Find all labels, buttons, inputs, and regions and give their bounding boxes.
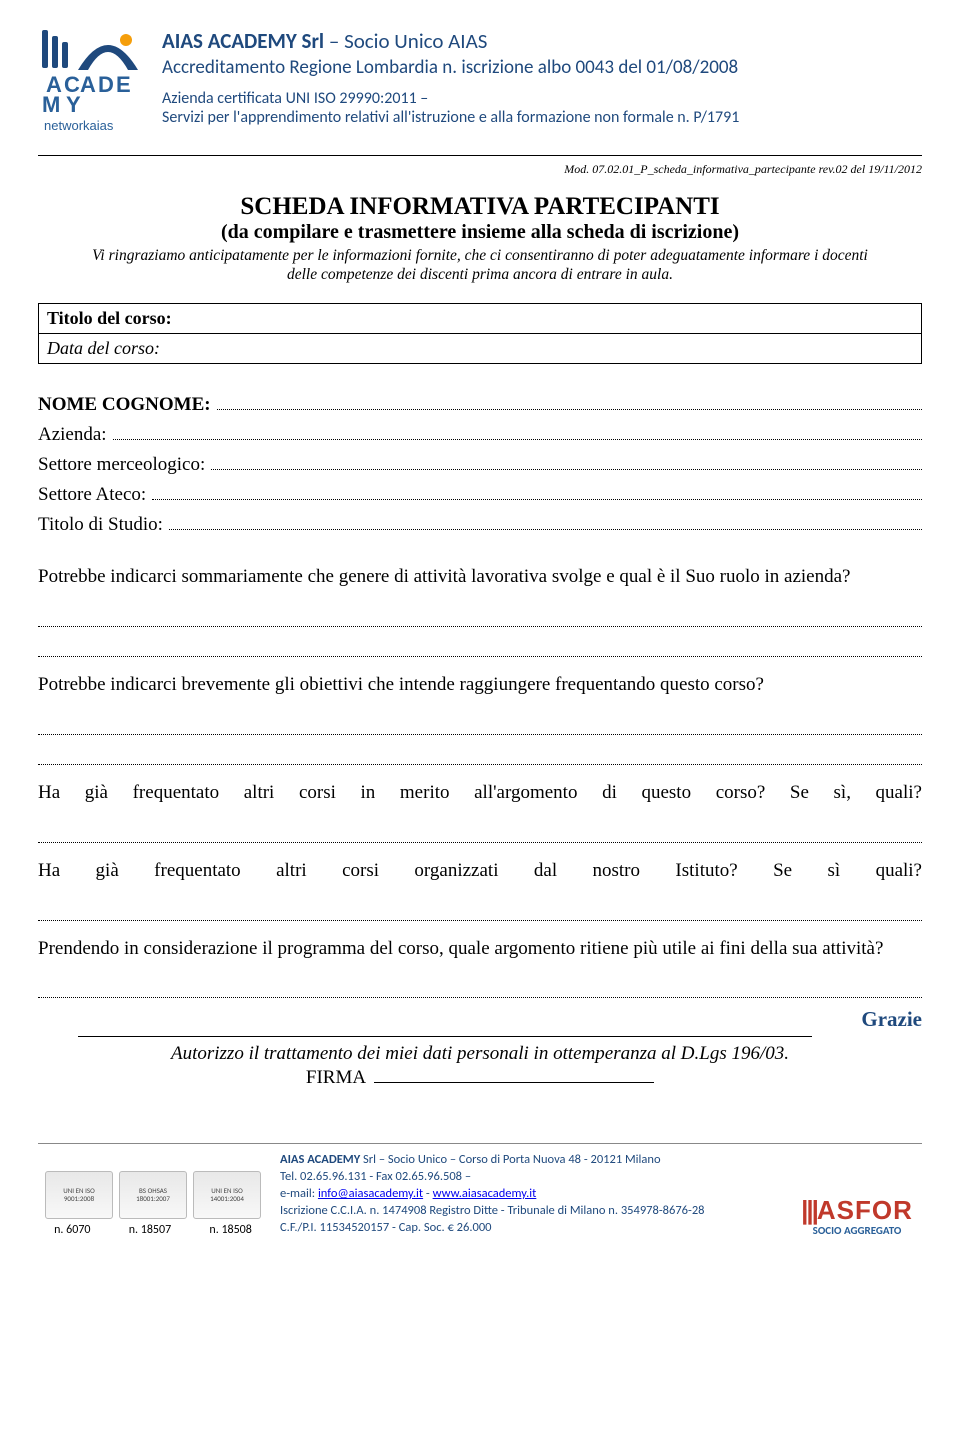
company-input-line[interactable] xyxy=(113,424,922,440)
cert-badge-iso9001: UNI EN ISO 9001:2008 xyxy=(45,1171,113,1219)
course-info-box: Titolo del corso: Data del corso: xyxy=(38,303,922,364)
svg-text:Y: Y xyxy=(66,92,81,117)
sector-ateco-label: Settore Ateco: xyxy=(38,484,146,506)
intro-text: Vi ringraziamo anticipatamente per le in… xyxy=(90,246,870,285)
accreditation-line: Accreditamento Regione Lombardia n. iscr… xyxy=(162,56,922,79)
participant-fields: NOME COGNOME: Azienda: Settore merceolog… xyxy=(38,394,922,537)
page-title: SCHEDA INFORMATIVA PARTECIPANTI xyxy=(38,193,922,221)
footer: UNI EN ISO 9001:2008 BS OHSAS 18001:2007… xyxy=(38,1143,922,1236)
name-input-line[interactable] xyxy=(217,394,922,410)
svg-text:networkaias: networkaias xyxy=(44,118,114,133)
cert-badge-ohsas: BS OHSAS 18001:2007 xyxy=(119,1171,187,1219)
course-title-row: Titolo del corso: xyxy=(38,303,922,334)
answer-line[interactable] xyxy=(38,636,922,657)
page-subtitle: (da compilare e trasmettere insieme alla… xyxy=(38,221,922,244)
consent-text: Autorizzo il trattamento dei miei dati p… xyxy=(38,1043,922,1065)
name-label: NOME COGNOME: xyxy=(38,394,211,416)
asfor-logo: |||ASFOR SOCIO AGGREGATO xyxy=(792,1195,922,1237)
org-title: AIAS ACADEMY Srl – Socio Unico AIAS xyxy=(162,28,922,54)
question-1: Potrebbe indicarci sommariamente che gen… xyxy=(38,558,922,597)
sector-merc-input-line[interactable] xyxy=(211,454,922,470)
question-3: Ha già frequentato altri corsi in merito… xyxy=(38,774,922,813)
logo: A C A D E M Y networkaias xyxy=(38,26,148,151)
answer-line[interactable] xyxy=(38,714,922,735)
course-date-row: Data del corso: xyxy=(38,334,922,364)
cert-badge-iso14001: UNI EN ISO 14001:2004 xyxy=(193,1171,261,1219)
answer-line[interactable] xyxy=(38,744,922,765)
cert-num-3: n. 18508 xyxy=(209,1223,251,1237)
cert-num-2: n. 18507 xyxy=(129,1223,171,1237)
org-name: AIAS ACADEMY Srl xyxy=(162,28,324,54)
answer-line[interactable] xyxy=(38,900,922,921)
footer-web-link[interactable]: www.aiasacademy.it xyxy=(433,1186,537,1201)
questions-block: Potrebbe indicarci sommariamente che gen… xyxy=(38,558,922,998)
svg-text:M: M xyxy=(42,92,60,117)
signature-label: FIRMA xyxy=(306,1067,366,1088)
svg-text:D: D xyxy=(98,72,114,97)
education-input-line[interactable] xyxy=(169,514,922,530)
question-4: Ha già frequentato altri corsi organizza… xyxy=(38,852,922,891)
question-2: Potrebbe indicarci brevemente gli obiett… xyxy=(38,666,922,705)
cert-line-1: Azienda certificata UNI ISO 29990:2011 – xyxy=(162,89,922,108)
footer-address: AIAS ACADEMY Srl – Socio Unico – Corso d… xyxy=(280,1152,780,1236)
cert-line-2: Servizi per l'apprendimento relativi all… xyxy=(162,108,922,127)
education-label: Titolo di Studio: xyxy=(38,514,163,536)
signature-row: FIRMA xyxy=(38,1067,922,1089)
svg-text:E: E xyxy=(116,72,131,97)
svg-text:A: A xyxy=(80,72,96,97)
answer-line[interactable] xyxy=(38,977,922,998)
question-5: Prendendo in considerazione il programma… xyxy=(38,930,922,969)
thanks-label: Grazie xyxy=(38,1007,922,1032)
cert-badges: UNI EN ISO 9001:2008 BS OHSAS 18001:2007… xyxy=(38,1171,268,1237)
answer-line[interactable] xyxy=(38,606,922,627)
header-rule xyxy=(38,155,922,156)
org-suffix: – Socio Unico AIAS xyxy=(329,28,488,54)
footer-email-link[interactable]: info@aiasacademy.it xyxy=(318,1186,423,1201)
doc-revision: Mod. 07.02.01_P_scheda_informativa_parte… xyxy=(38,162,922,177)
company-label: Azienda: xyxy=(38,424,107,446)
letterhead: A C A D E M Y networkaias AIAS ACADEMY S… xyxy=(38,26,922,151)
cert-num-1: n. 6070 xyxy=(54,1223,90,1237)
sector-ateco-input-line[interactable] xyxy=(152,484,922,500)
answer-line[interactable] xyxy=(38,822,922,843)
signature-line[interactable] xyxy=(374,1082,654,1083)
sector-merc-label: Settore merceologico: xyxy=(38,454,205,476)
consent-rule xyxy=(78,1036,812,1037)
